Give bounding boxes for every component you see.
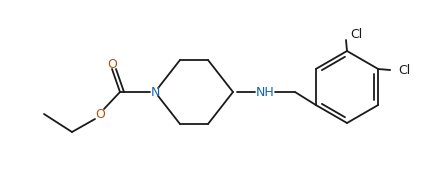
Text: O: O	[107, 57, 117, 70]
Text: NH: NH	[255, 86, 275, 98]
Text: Cl: Cl	[398, 65, 410, 77]
Text: Cl: Cl	[350, 29, 362, 42]
Text: N: N	[150, 86, 160, 98]
Text: O: O	[95, 107, 105, 121]
